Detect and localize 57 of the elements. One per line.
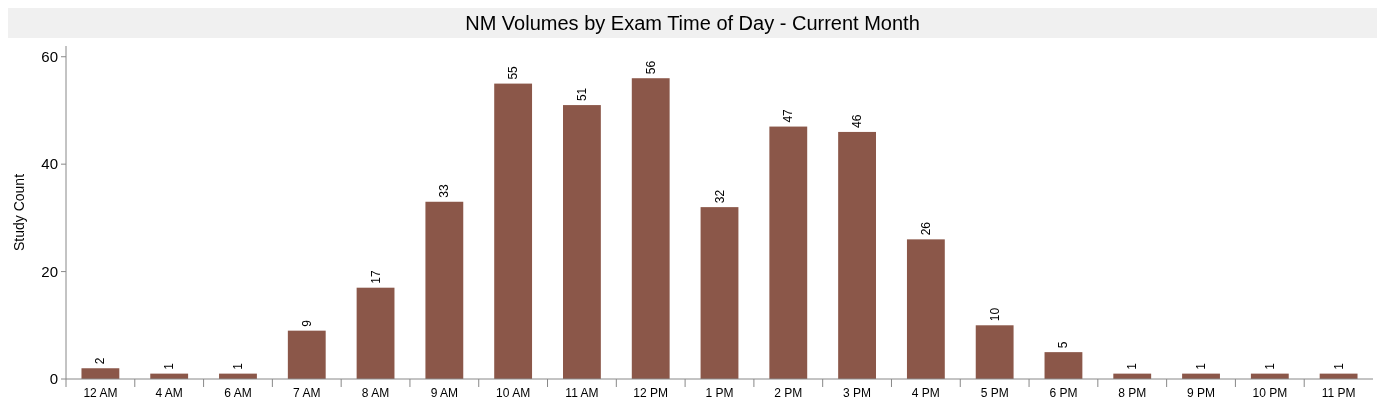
y-tick-label: 20	[41, 262, 58, 280]
x-tick-label: 9 AM	[430, 386, 459, 400]
data-label: 1	[162, 362, 177, 370]
bar	[81, 368, 120, 379]
y-tick-label: 0	[49, 370, 58, 388]
bar	[425, 201, 464, 379]
data-label: 1	[1125, 362, 1140, 370]
bar	[769, 126, 808, 379]
x-tick-label: 7 AM	[293, 386, 321, 400]
x-tick-label: 9 PM	[1187, 386, 1216, 400]
bar	[700, 207, 739, 379]
data-label: 32	[712, 189, 727, 204]
x-tick-label: 4 AM	[155, 386, 183, 400]
data-label: 33	[437, 184, 452, 198]
x-tick-label: 3 PM	[843, 386, 872, 400]
chart-title: NM Volumes by Exam Time of Day - Current Month	[465, 12, 920, 34]
x-tick-label: 4 PM	[911, 386, 940, 400]
x-tick-label: 12 PM	[633, 386, 669, 400]
data-label: 1	[1262, 362, 1277, 370]
x-tick-label: 12 AM	[83, 386, 118, 400]
bar	[494, 83, 533, 379]
data-label: 1	[1194, 362, 1209, 370]
data-label: 5	[1056, 341, 1071, 349]
data-label: 46	[850, 114, 865, 128]
x-tick-label: 6 AM	[224, 386, 252, 400]
data-label: 51	[574, 87, 589, 102]
data-label: 17	[368, 270, 383, 284]
bar	[563, 105, 601, 379]
x-tick-label: 10 PM	[1252, 386, 1288, 400]
data-label: 10	[987, 307, 1002, 322]
data-label: 2	[93, 357, 108, 365]
x-tick-label: 6 PM	[1049, 386, 1078, 400]
x-tick-label: 11 AM	[565, 386, 599, 400]
bar	[287, 330, 326, 379]
data-label: 9	[299, 319, 314, 327]
x-tick-label: 2 PM	[774, 386, 803, 400]
data-label: 1	[230, 362, 245, 370]
x-tick-label: 8 PM	[1118, 386, 1147, 400]
y-tick-label: 40	[41, 155, 58, 173]
data-label: 55	[506, 65, 521, 80]
data-label: 56	[643, 60, 658, 75]
data-label: 47	[781, 108, 796, 123]
x-tick-label: 5 PM	[980, 386, 1009, 400]
data-label: 26	[918, 221, 933, 236]
bar	[906, 239, 945, 379]
bar	[356, 287, 395, 379]
x-tick-label: 8 AM	[361, 386, 390, 400]
x-tick-label: 11 PM	[1321, 386, 1356, 400]
bar	[975, 325, 1014, 379]
y-tick-label: 60	[41, 47, 58, 65]
bar	[1044, 352, 1083, 379]
data-label: 1	[1331, 362, 1346, 370]
x-tick-label: 10 AM	[496, 386, 531, 400]
bar	[838, 131, 876, 379]
y-axis-title: Study Count	[11, 173, 27, 252]
x-tick-label: 1 PM	[705, 386, 734, 400]
bar	[631, 78, 670, 379]
